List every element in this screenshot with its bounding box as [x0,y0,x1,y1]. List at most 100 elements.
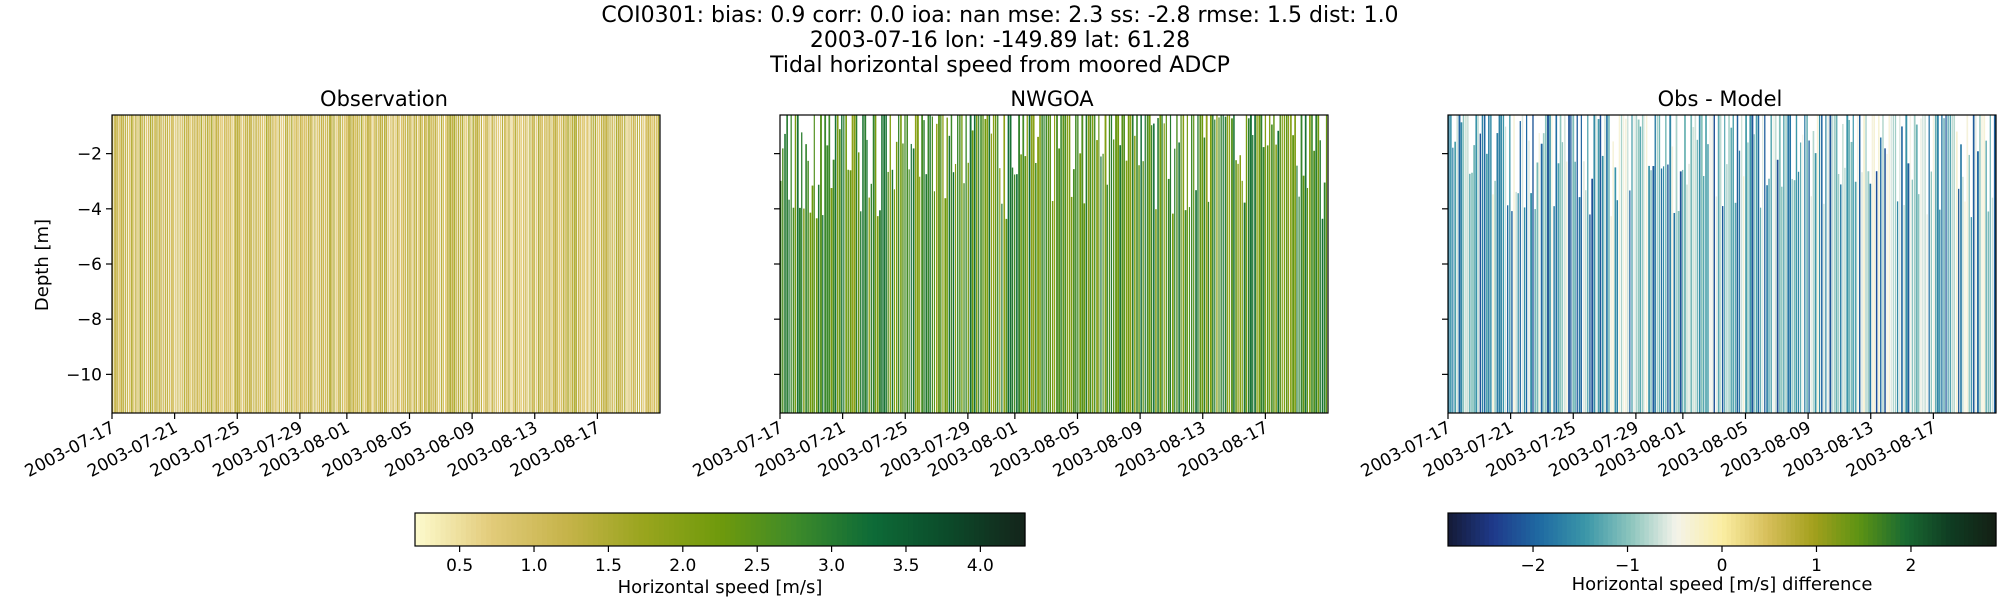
colorbar-segment [572,513,579,546]
heatmap-column [1934,115,1937,413]
heatmap-column [345,115,348,413]
heatmap-column [1983,115,1986,413]
y-tick-label: −2 [77,145,102,165]
colorbar-segment [592,513,599,546]
heatmap-column [997,115,999,413]
heatmap-column [1123,115,1125,413]
heatmap-column [1056,115,1058,413]
heatmap-column [1311,115,1313,413]
heatmap-column [544,115,546,413]
colorbar-segment [938,513,945,546]
colorbar-segment [1735,513,1741,546]
heatmap-column [1816,115,1819,413]
heatmap-column [1287,115,1290,413]
colorbar-segment [1639,513,1645,546]
colorbar-segment [1562,513,1568,546]
heatmap-column [362,115,365,413]
heatmap-column [1254,115,1256,413]
heatmap-column [1290,115,1292,413]
heatmap-column [122,115,124,413]
heatmap-column [377,115,380,413]
colorbar-segment [1936,513,1942,546]
colorbar-segment [1676,513,1682,546]
heatmap-column [1818,115,1821,413]
heatmap-column [1264,115,1267,413]
colorbar-segment [1849,513,1856,546]
heatmap-column [935,123,938,413]
colorbar-segment [1927,513,1933,546]
heatmap-column [1981,115,1983,413]
heatmap-column [645,115,648,413]
heatmap-column [908,169,910,413]
heatmap-column [1724,115,1726,413]
heatmap-column [413,115,415,413]
heatmap-column [1901,126,1903,413]
heatmap-column [274,115,277,413]
heatmap-column [158,115,161,413]
heatmap-column [1840,184,1842,413]
heatmap-column [1747,142,1749,413]
heatmap-column [196,115,199,413]
heatmap-column [1831,115,1833,413]
heatmap-column [782,148,784,413]
colorbar-segment [1585,513,1591,546]
heatmap-column [1087,115,1090,413]
heatmap-column [1852,115,1854,413]
heatmap-column [1551,115,1553,413]
colorbar-segment [623,513,630,546]
heatmap-column [790,115,792,413]
heatmap-column [1178,142,1180,413]
heatmap-column [550,115,552,413]
heatmap-column [508,115,510,413]
heatmap-column [305,115,308,413]
heatmap-column [219,115,222,413]
heatmap-column [1066,115,1069,413]
heatmap-column [1549,115,1551,413]
colorbar-segment [1580,513,1586,546]
heatmap-column [1667,164,1669,413]
panel-obs-minus-model: 2003-07-172003-07-212003-07-252003-07-29… [1358,114,1997,482]
heatmap-column [485,115,487,413]
heatmap-column [1515,191,1517,413]
heatmap-column [303,115,306,413]
heatmap-column [931,116,933,413]
heatmap-column [1007,115,1010,413]
heatmap-column [453,115,456,413]
heatmap-column [1766,185,1768,413]
heatmap-column [114,115,116,413]
heatmap-column [1616,200,1619,413]
heatmap-column [556,115,559,413]
heatmap-column [1886,153,1888,413]
heatmap-column [584,115,586,413]
colorbar-speed: 0.5 1.0 1.5 2.0 2.5 3.0 3.5 4.0 [414,512,1026,576]
colorbar-segment [608,513,614,546]
heatmap-column [1977,151,1979,413]
heatmap-column [322,115,325,413]
heatmap-column [1745,115,1747,413]
colorbar-segment [1553,513,1559,546]
colorbar-segment [745,513,752,546]
colorbar-segment [928,513,935,546]
heatmap-column [870,183,872,413]
colorbar-segment [913,513,919,546]
colorbar-segment [1534,513,1540,546]
colorbar-segment [450,513,457,546]
heatmap-column [331,115,333,413]
heatmap-column [217,115,220,413]
colorbar-segment [1511,513,1518,546]
heatmap-column [466,115,468,413]
colorbar-segment [470,513,477,546]
heatmap-column [1690,115,1693,413]
heatmap-column [419,115,422,413]
colorbar-segment [557,513,564,546]
heatmap-column [1309,115,1311,413]
heatmap-column [1161,115,1163,413]
colorbar-segment [1945,513,1951,546]
heatmap-column [784,133,786,413]
heatmap-column [390,115,392,413]
heatmap-column [1144,115,1146,413]
heatmap-column [1652,166,1655,413]
colorbar-segment [425,513,431,546]
y-tick-label: −6 [77,255,102,275]
heatmap-column [1180,115,1182,413]
